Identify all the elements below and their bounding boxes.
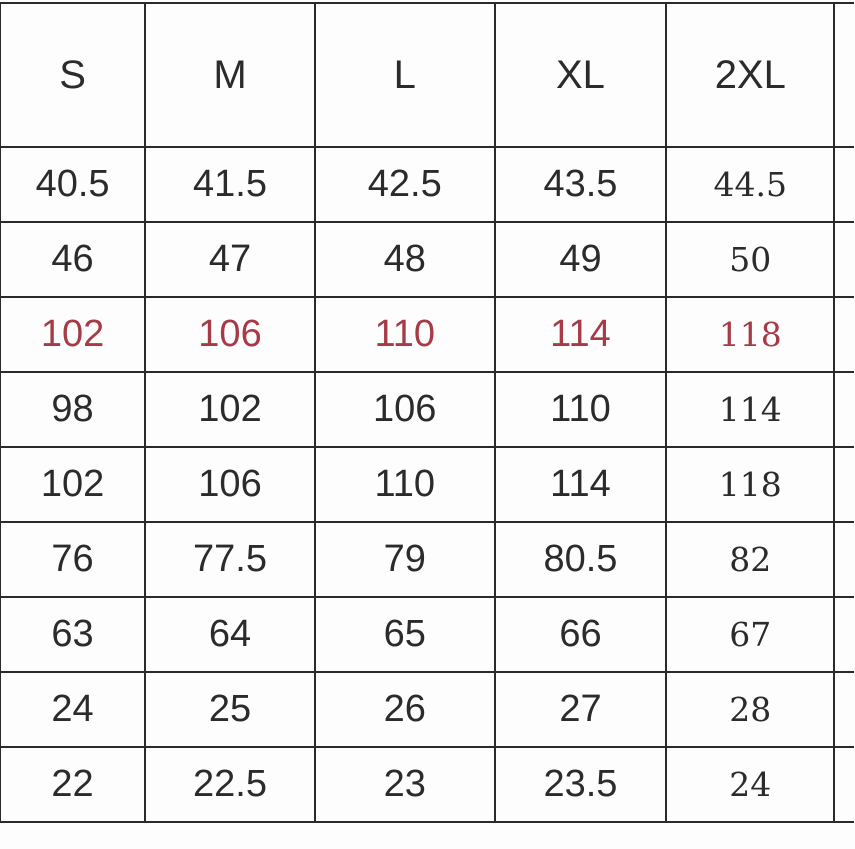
table-row: 63 64 65 66 67 <box>0 596 854 673</box>
table-row: 76 77.5 79 80.5 82 <box>0 521 854 598</box>
table-cell: 114 <box>493 446 668 523</box>
table-cell-cropped <box>833 446 854 523</box>
table-cell-cropped <box>833 671 854 748</box>
table-cell: 106 <box>313 371 496 448</box>
table-row: 22 22.5 23 23.5 24 <box>0 746 854 823</box>
table-cell: 27 <box>493 671 668 748</box>
table-cell: S <box>0 2 147 148</box>
size-chart-table: S M L XL 2XL 40.5 41.5 42.5 43.5 44.5 46 47 48 49 50 10… <box>0 2 854 823</box>
table-cell: 118 <box>665 446 836 523</box>
table-cell-cropped <box>833 746 854 823</box>
table-cell-cropped <box>833 371 854 448</box>
table-cell: 43.5 <box>493 146 668 223</box>
table-cell: 23 <box>313 746 496 823</box>
table-cell: 102 <box>144 371 316 448</box>
table-cell: 102 <box>0 296 147 373</box>
table-row: 40.5 41.5 42.5 43.5 44.5 <box>0 146 854 223</box>
table-cell: 102 <box>0 446 147 523</box>
table-cell: 98 <box>0 371 147 448</box>
table-cell-cropped <box>833 221 854 298</box>
table-cell: 49 <box>493 221 668 298</box>
table-cell: 106 <box>144 296 316 373</box>
table-cell: 118 <box>665 296 836 373</box>
table-cell: 66 <box>493 596 668 673</box>
table-cell-cropped <box>833 296 854 373</box>
table-cell: 42.5 <box>313 146 496 223</box>
table-cell: 110 <box>313 296 496 373</box>
table-cell: 47 <box>144 221 316 298</box>
table-cell: 67 <box>665 596 836 673</box>
table-row: 102 106 110 114 118 <box>0 446 854 523</box>
table-cell: 2XL <box>665 2 836 148</box>
table-cell: 106 <box>144 446 316 523</box>
table-cell: 64 <box>144 596 316 673</box>
table-cell: 24 <box>0 671 147 748</box>
table-cell: 26 <box>313 671 496 748</box>
table-row: 24 25 26 27 28 <box>0 671 854 748</box>
table-cell: 23.5 <box>493 746 668 823</box>
table-cell: 22.5 <box>144 746 316 823</box>
table-cell: 110 <box>313 446 496 523</box>
table-cell: 63 <box>0 596 147 673</box>
table-row: 98 102 106 110 114 <box>0 371 854 448</box>
table-cell: 65 <box>313 596 496 673</box>
table-row: 102 106 110 114 118 <box>0 296 854 373</box>
table-cell: 114 <box>665 371 836 448</box>
table-cell: 76 <box>0 521 147 598</box>
table-cell: 48 <box>313 221 496 298</box>
table-cell-cropped <box>833 2 854 148</box>
table-cell: 25 <box>144 671 316 748</box>
table-cell: 110 <box>493 371 668 448</box>
table-cell: 80.5 <box>493 521 668 598</box>
table-cell: 46 <box>0 221 147 298</box>
table-cell-cropped <box>833 596 854 673</box>
table-cell: 114 <box>493 296 668 373</box>
table-cell: 28 <box>665 671 836 748</box>
table-cell: 24 <box>665 746 836 823</box>
table-cell-cropped <box>833 146 854 223</box>
table-cell: 50 <box>665 221 836 298</box>
table-cell: 41.5 <box>144 146 316 223</box>
table-cell-cropped <box>833 521 854 598</box>
table-cell: 40.5 <box>0 146 147 223</box>
table-cell: 44.5 <box>665 146 836 223</box>
table-cell: L <box>313 2 496 148</box>
table-cell: 79 <box>313 521 496 598</box>
table-cell: XL <box>493 2 668 148</box>
table-cell: 77.5 <box>144 521 316 598</box>
table-cell: M <box>144 2 316 148</box>
table-row: 46 47 48 49 50 <box>0 221 854 298</box>
table-cell: 22 <box>0 746 147 823</box>
table-cell: 82 <box>665 521 836 598</box>
table-header-row: S M L XL 2XL <box>0 2 854 148</box>
